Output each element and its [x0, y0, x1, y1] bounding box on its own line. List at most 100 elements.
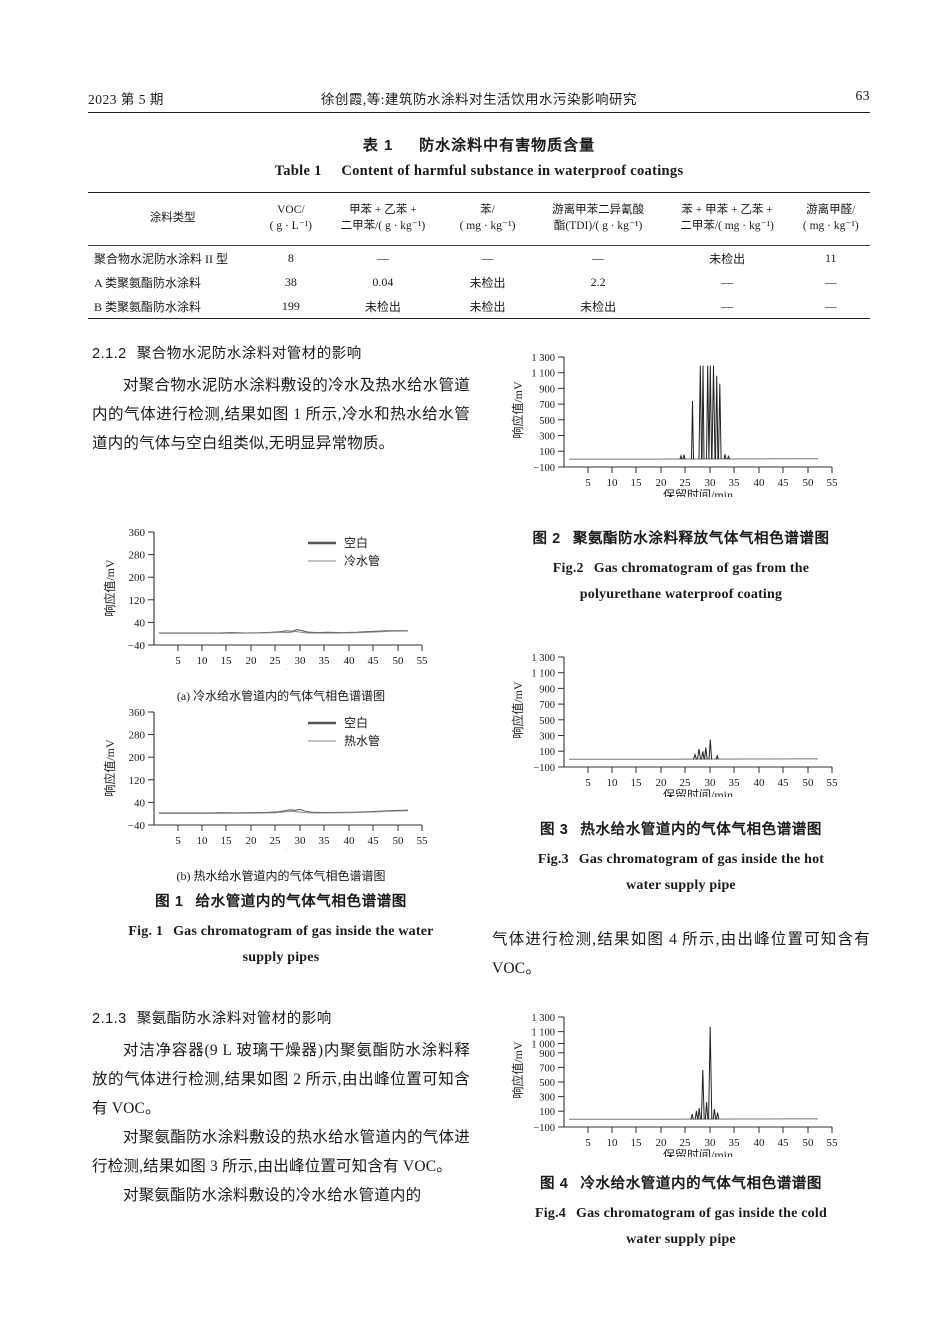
svg-text:空白: 空白 — [344, 535, 368, 550]
svg-text:保留时间/min: 保留时间/min — [663, 788, 733, 797]
paragraph-2-1-3-3: 对聚氨酯防水涂料敷设的冷水给水管道内的 — [123, 1187, 422, 1204]
figure-2-block: 1 300 1 100 900 700 500 300 100 −100 — [492, 345, 870, 497]
figure-1-caption-en-2: supply pipes — [242, 950, 320, 965]
svg-text:30: 30 — [705, 1137, 717, 1149]
svg-text:20: 20 — [246, 655, 258, 667]
table-col-header-formaldehyde: 游离甲醛/ ( mg · kg⁻¹) — [791, 192, 870, 246]
figure-3-caption-cn: 热水给水管道内的气体气相色谱谱图 — [580, 822, 822, 838]
chart-fig1b: 360 280 200 120 40 −40 5 — [102, 707, 428, 850]
svg-text:280: 280 — [129, 730, 146, 742]
svg-text:5: 5 — [175, 655, 181, 667]
svg-text:20: 20 — [656, 477, 668, 489]
figure-4-block: 1 300 1 100 1 000 900 700 500 300 100 −1… — [492, 1005, 870, 1157]
svg-text:25: 25 — [270, 835, 282, 847]
svg-text:50: 50 — [803, 1137, 815, 1149]
section-number: 2.1.3 — [92, 1011, 127, 1027]
svg-text:55: 55 — [827, 477, 839, 489]
svg-text:55: 55 — [417, 655, 429, 667]
svg-text:35: 35 — [319, 655, 331, 667]
running-head: 2023 第 5 期 徐创霞,等:建筑防水涂料对生活饮用水污染影响研究 63 — [88, 88, 870, 110]
svg-text:40: 40 — [754, 777, 766, 789]
svg-text:25: 25 — [680, 1137, 692, 1149]
svg-text:25: 25 — [270, 655, 282, 667]
svg-text:20: 20 — [246, 835, 258, 847]
figure-4-caption-en-1: Gas chromatogram of gas inside the cold — [575, 1206, 827, 1221]
svg-text:200: 200 — [129, 752, 146, 764]
svg-text:保留时间/min: 保留时间/min — [663, 1148, 733, 1157]
svg-text:−40: −40 — [128, 820, 146, 832]
svg-text:10: 10 — [197, 655, 209, 667]
svg-text:300: 300 — [539, 432, 555, 443]
figure-3-caption-en-2: water supply pipe — [626, 878, 736, 893]
svg-text:1 300: 1 300 — [531, 1013, 555, 1024]
svg-text:30: 30 — [705, 477, 717, 489]
svg-text:200: 200 — [129, 572, 146, 584]
figure-3-caption: 图 3 热水给水管道内的气体气相色谱谱图 Fig.3 Gas chromatogra… — [492, 818, 870, 899]
chart-fig2: 1 300 1 100 900 700 500 300 100 −100 — [510, 353, 839, 497]
paragraph-continued: 气体进行检测,结果如图 4 所示,由出峰位置可知含有 VOC。 — [492, 931, 870, 977]
table-row: B 类聚氨酯防水涂料 199 未检出 未检出 未检出 — — — [88, 294, 870, 319]
svg-text:−40: −40 — [128, 640, 146, 652]
table-title-cn: 表 1 防水涂料中有害物质含量 — [88, 134, 870, 155]
figure-2-caption-cn: 聚氨酯防水涂料释放气体气相色谱谱图 — [572, 531, 830, 547]
svg-text:25: 25 — [680, 477, 692, 489]
svg-text:冷水管: 冷水管 — [344, 553, 380, 568]
figure-4-caption-cn: 冷水给水管道内的气体气相色谱谱图 — [580, 1176, 822, 1192]
right-column: 气体进行检测,结果如图 4 所示,由出峰位置可知含有 VOC。 — [492, 925, 870, 983]
paragraph-2-1-2: 对聚合物水泥防水涂料敷设的冷水及热水给水管道内的气体进行检测,结果如图 1 所示… — [92, 377, 470, 452]
svg-text:35: 35 — [729, 477, 741, 489]
figure-1-caption-cn: 给水管道内的气体气相色谱谱图 — [195, 894, 407, 910]
chart-fig2-ylabel: 响应值/mV — [510, 381, 525, 439]
svg-text:35: 35 — [729, 777, 741, 789]
paragraph-2-1-3-1: 对洁净容器(9 L 玻璃干燥器)内聚氨酯防水涂料释放的气体进行检测,结果如图 2… — [92, 1042, 470, 1117]
svg-text:120: 120 — [129, 595, 146, 607]
table-col-header-type: 涂料类型 — [88, 192, 258, 246]
figure-3-label-cn: 图 3 — [539, 822, 569, 838]
figure-1a-subcaption: (a) 冷水给水管道内的气体气相色谱谱图 — [176, 689, 386, 703]
svg-text:保留时间/min: 保留时间/min — [253, 849, 323, 850]
svg-text:100: 100 — [539, 447, 555, 458]
table-col-header-benzene: 苯/ ( mg · kg⁻¹) — [441, 192, 534, 246]
figure-4-caption: 图 4 冷水给水管道内的气体气相色谱谱图 Fig.4 Gas chromatogra… — [492, 1172, 870, 1253]
svg-text:1 300: 1 300 — [531, 353, 555, 364]
figure-4-label-cn: 图 4 — [539, 1176, 569, 1192]
svg-text:500: 500 — [539, 416, 555, 427]
chart-fig3-ylabel: 响应值/mV — [510, 681, 525, 739]
svg-text:100: 100 — [539, 1107, 555, 1118]
figure-3-caption-en-1: Gas chromatogram of gas inside the hot — [578, 852, 825, 867]
left-column-continued: 2.1.3 聚氨酯防水涂料对管材的影响 对洁净容器(9 L 玻璃干燥器)内聚氨酯防… — [92, 1005, 470, 1210]
svg-text:15: 15 — [631, 1137, 643, 1149]
svg-text:15: 15 — [221, 655, 233, 667]
svg-text:280: 280 — [129, 550, 146, 562]
svg-text:50: 50 — [803, 477, 815, 489]
svg-text:空白: 空白 — [344, 715, 368, 730]
svg-text:20: 20 — [656, 1137, 668, 1149]
table-col-header-tex: 甲苯 + 乙苯 + 二甲苯/( g · kg⁻¹) — [324, 192, 442, 246]
svg-text:10: 10 — [607, 777, 619, 789]
svg-text:5: 5 — [585, 1137, 591, 1149]
figure-1-label-cn: 图 1 — [155, 894, 184, 910]
svg-text:500: 500 — [539, 716, 555, 727]
svg-text:45: 45 — [778, 777, 790, 789]
svg-text:30: 30 — [295, 655, 307, 667]
figure-2-label-cn: 图 2 — [532, 531, 561, 547]
section-heading-2-1-3: 2.1.3 聚氨酯防水涂料对管材的影响 — [92, 1005, 470, 1034]
figure-2-caption-en-2: polyurethane waterproof coating — [579, 587, 783, 602]
section-title: 聚合物水泥防水涂料对管材的影响 — [136, 346, 362, 362]
svg-text:900: 900 — [539, 1049, 555, 1060]
chart-fig1b-legend: 空白 热水管 — [308, 715, 380, 748]
table-col-header-btex: 苯 + 甲苯 + 乙苯 + 二甲苯/( mg · kg⁻¹) — [662, 192, 792, 246]
svg-text:500: 500 — [539, 1078, 555, 1089]
svg-text:−100: −100 — [533, 463, 555, 474]
svg-text:700: 700 — [539, 700, 555, 711]
svg-text:50: 50 — [803, 777, 815, 789]
svg-text:40: 40 — [134, 797, 146, 809]
svg-text:−100: −100 — [533, 763, 555, 774]
svg-text:40: 40 — [754, 1137, 766, 1149]
chart-fig3: 1 300 1 100 900 700 500 300 100 −100 — [510, 653, 838, 797]
svg-text:45: 45 — [778, 477, 790, 489]
svg-text:1 100: 1 100 — [531, 669, 555, 680]
chart-fig4-ylabel: 响应值/mV — [510, 1041, 525, 1099]
svg-text:10: 10 — [607, 1137, 619, 1149]
table-col-header-tdi: 游离甲苯二异氰酸 酯(TDI)/( g · kg⁻¹) — [533, 192, 663, 246]
